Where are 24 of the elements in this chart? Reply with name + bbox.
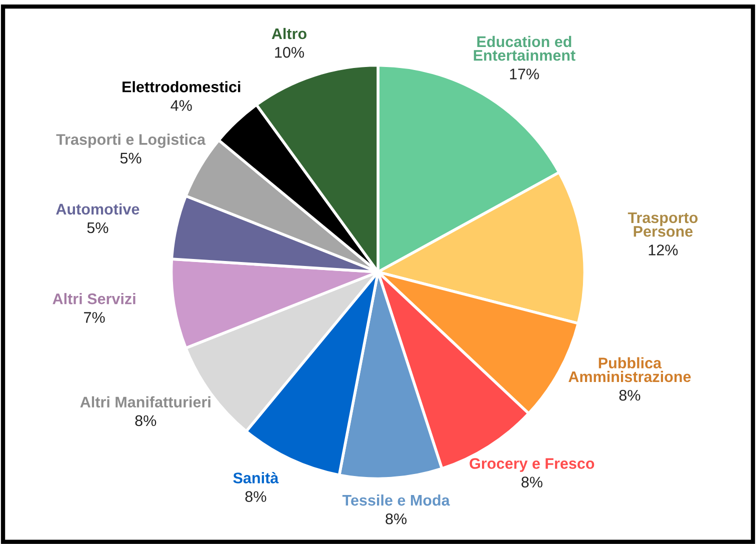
slice-label: Altri Servizi [52,293,136,304]
data-label: 5% [87,222,108,234]
slice-label: Trasporto Persone [628,212,698,237]
slice-label: Sanità [233,472,279,484]
slice-label: Education ed Entertainment [474,36,576,61]
data-label: 5% [120,152,142,164]
data-label: 17% [510,68,539,80]
data-label: 8% [135,415,156,426]
slice-label: Pubblica Amministrazione [568,357,691,382]
slice-label: Automotive [56,203,140,215]
slice-label: Trasporti e Logistica [56,134,206,148]
data-label: 8% [619,390,640,401]
data-label: 8% [245,491,266,502]
data-label: 12% [648,244,678,256]
data-label: 7% [84,312,105,323]
data-label: 8% [386,513,407,524]
slice-label: Grocery e Fresco [470,458,594,472]
data-label: 4% [170,100,192,111]
slice-label: Elettrodomestici [122,81,240,92]
data-label: 8% [522,476,542,488]
slice-label: Tessile e Moda [342,494,450,506]
slice-label: Altro [272,28,306,40]
slice-label: Altri Manifatturieri [80,396,210,408]
data-label: 10% [275,46,304,58]
